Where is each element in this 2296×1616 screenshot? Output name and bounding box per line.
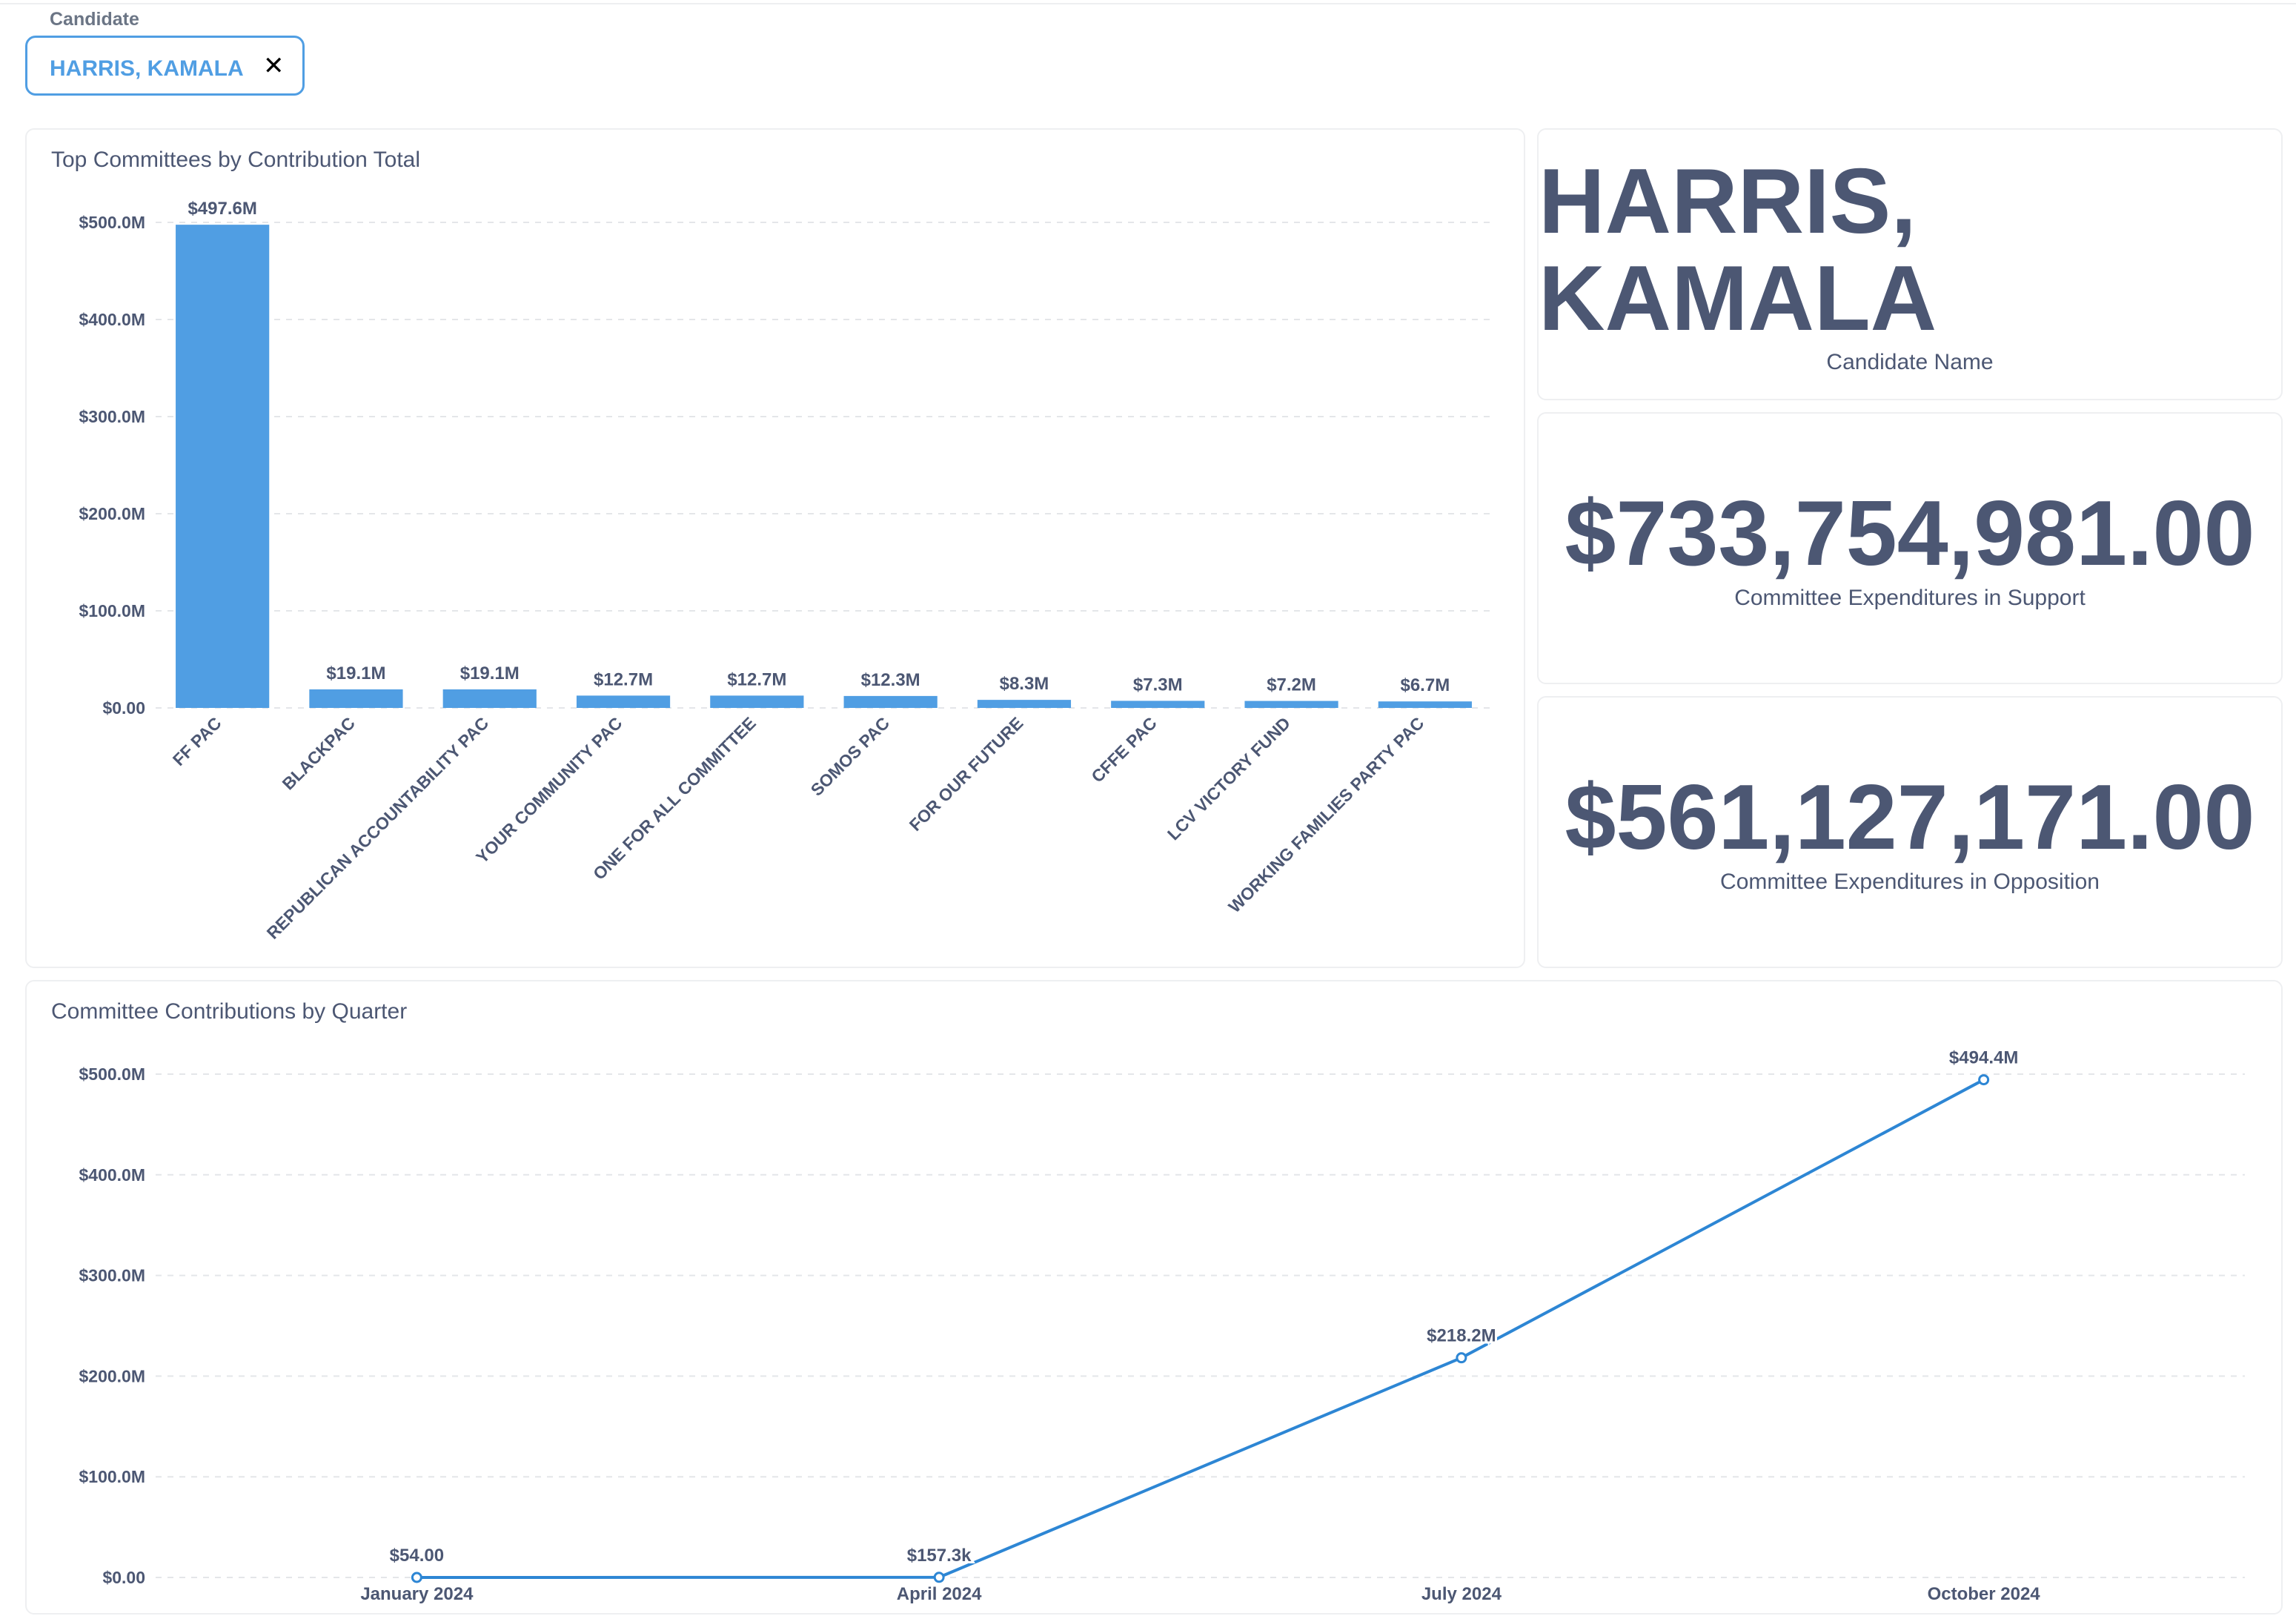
x-tick-label: REPUBLICAN ACCOUNTABILITY PAC <box>263 713 493 943</box>
x-tick-label: BLACKPAC <box>279 713 359 793</box>
x-tick-label: ONE FOR ALL COMMITTEE <box>589 713 760 884</box>
bar <box>309 689 403 708</box>
x-tick-label: FF PAC <box>169 713 225 769</box>
y-tick-label: $0.00 <box>102 698 145 718</box>
bar-chart: Top Committees by Contribution Total $0.0… <box>51 148 1492 943</box>
chart-title: Top Committees by Contribution Total <box>51 148 420 172</box>
line-card: Committee Contributions by Quarter $0.00 $… <box>25 980 2283 1615</box>
line <box>417 1078 1985 1579</box>
bar <box>442 689 537 708</box>
data-label: $54.00 <box>390 1546 444 1566</box>
bar <box>576 695 671 708</box>
data-label: $8.3M <box>1000 674 1049 694</box>
bar <box>1244 701 1338 708</box>
scalar-value: $733,754,981.00 <box>1565 483 2255 586</box>
data-label: $494.4M <box>1949 1048 2018 1068</box>
x-tick-label: July 2024 <box>1421 1584 1502 1604</box>
filter-value: HARRIS, KAMALA <box>50 56 244 81</box>
data-label: $7.3M <box>1133 675 1183 695</box>
y-tick-label: $200.0M <box>79 1366 145 1385</box>
scalar-value: HARRIS, KAMALA <box>1539 150 1937 350</box>
data-label: $157.3k <box>907 1546 972 1566</box>
y-tick-label: $300.0M <box>79 1266 145 1285</box>
point <box>411 1572 422 1583</box>
y-tick-label: $0.00 <box>102 1568 145 1587</box>
point <box>1978 1074 1990 1086</box>
y-tick-label: $500.0M <box>79 213 145 232</box>
point <box>933 1572 945 1583</box>
y-tick-label: $100.0M <box>79 1467 145 1486</box>
x-tick-label: October 2024 <box>1928 1584 2041 1604</box>
bar <box>1378 701 1472 708</box>
scalar-card: HARRIS, KAMALA Candidate Name <box>1537 128 2283 400</box>
x-tick-label: LCV VICTORY FUND <box>1164 713 1294 844</box>
x-tick-label: YOUR COMMUNITY PAC <box>472 713 626 867</box>
x-tick-label: April 2024 <box>897 1584 982 1604</box>
y-tick-label: $400.0M <box>79 310 145 329</box>
data-label: $12.7M <box>594 669 653 689</box>
top-divider <box>0 3 2296 4</box>
x-tick-label: January 2024 <box>360 1584 474 1604</box>
data-label: $12.3M <box>861 670 920 690</box>
line-chart: Committee Contributions by Quarter $0.00 $… <box>51 999 2245 1604</box>
filter-label: Candidate <box>50 9 139 30</box>
x-tick-label: FOR OUR FUTURE <box>906 713 1027 835</box>
data-label: $19.1M <box>460 663 520 683</box>
scalar-card: $733,754,981.00 Committee Expenditures i… <box>1537 412 2283 684</box>
filter-chip[interactable]: HARRIS, KAMALA ✕ <box>25 36 305 96</box>
scalar-label: Committee Expenditures in Opposition <box>1720 869 2100 894</box>
clear-button[interactable]: ✕ <box>263 52 285 80</box>
x-tick-label: SOMOS PAC <box>807 713 894 800</box>
scalar-value: $561,127,171.00 <box>1565 766 2255 870</box>
data-label: $19.1M <box>326 663 385 683</box>
y-tick-label: $100.0M <box>79 601 145 620</box>
point <box>1456 1352 1467 1364</box>
bar <box>710 695 804 708</box>
chart-title: Committee Contributions by Quarter <box>51 999 407 1024</box>
y-tick-label: $500.0M <box>79 1064 145 1084</box>
scalar-label: Committee Expenditures in Support <box>1734 585 2086 610</box>
data-label: $12.7M <box>727 669 786 689</box>
data-label: $6.7M <box>1400 675 1450 695</box>
bar <box>176 225 270 708</box>
y-tick-label: $300.0M <box>79 407 145 426</box>
data-label: $218.2M <box>1427 1326 1496 1346</box>
y-tick-label: $400.0M <box>79 1165 145 1185</box>
bar <box>843 695 938 708</box>
bar <box>1111 701 1205 708</box>
scalar-card: $561,127,171.00 Committee Expenditures i… <box>1537 696 2283 968</box>
bar <box>977 700 1072 708</box>
data-label: $497.6M <box>188 199 256 219</box>
y-tick-label: $200.0M <box>79 504 145 523</box>
bar-card: Top Committees by Contribution Total $0.0… <box>25 128 1525 968</box>
data-label: $7.2M <box>1267 675 1316 695</box>
x-tick-label: CFFE PAC <box>1087 713 1160 786</box>
scalar-label: Candidate Name <box>1826 349 1994 374</box>
